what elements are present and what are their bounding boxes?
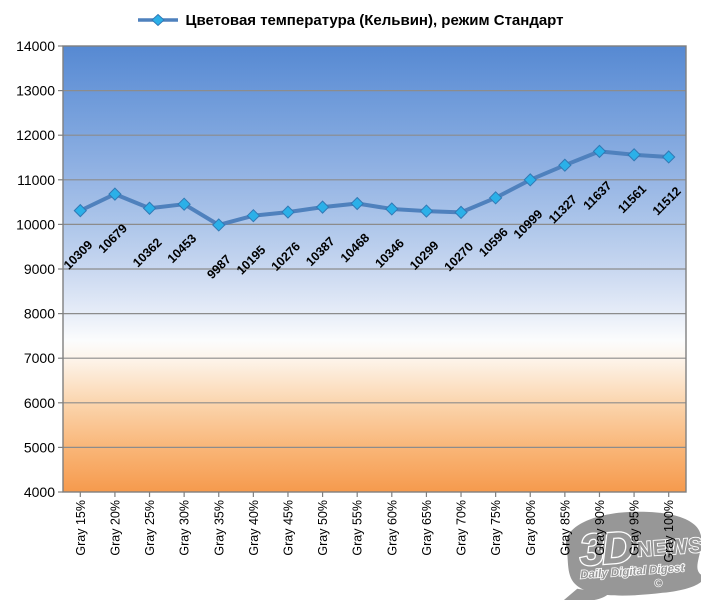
data-point-marker bbox=[488, 191, 503, 205]
data-point-marker bbox=[592, 144, 607, 159]
x-axis-label: Gray 15% bbox=[74, 500, 88, 556]
x-axis-label: Gray 20% bbox=[108, 500, 122, 556]
x-axis-label: Gray 65% bbox=[420, 500, 434, 556]
x-axis-label: Gray 25% bbox=[143, 500, 157, 556]
y-axis-label: 4000 bbox=[24, 484, 55, 500]
data-point-marker bbox=[142, 201, 157, 215]
y-axis-label: 8000 bbox=[24, 306, 55, 322]
x-axis-label: Gray 80% bbox=[524, 500, 538, 556]
x-axis-label: Gray 30% bbox=[178, 500, 192, 556]
legend-line-marker-icon bbox=[138, 13, 179, 27]
data-point-marker bbox=[627, 148, 641, 162]
watermark-brush-tail bbox=[563, 588, 609, 600]
x-axis-label: Gray 95% bbox=[628, 500, 642, 556]
y-axis-label: 5000 bbox=[24, 439, 55, 455]
x-axis-label: Gray 40% bbox=[247, 500, 261, 556]
x-axis-label: Gray 75% bbox=[489, 500, 503, 556]
data-point-marker bbox=[385, 202, 399, 216]
data-point-marker bbox=[281, 205, 295, 219]
legend-series-label: Цветовая температура (Кельвин), режим Ст… bbox=[185, 11, 564, 29]
data-point-marker bbox=[454, 205, 468, 220]
x-axis-label: Gray 100% bbox=[662, 500, 676, 563]
data-point-marker bbox=[350, 196, 364, 211]
x-axis-label: Gray 70% bbox=[455, 500, 469, 556]
y-axis-label: 14000 bbox=[16, 38, 55, 54]
chart-legend: Цветовая температура (Кельвин), режим Ст… bbox=[0, 8, 701, 32]
x-axis-label: Gray 90% bbox=[593, 500, 607, 556]
watermark-3d-text: 3D bbox=[578, 523, 635, 576]
x-axis-label: Gray 45% bbox=[281, 500, 295, 556]
data-point-marker bbox=[212, 218, 226, 232]
data-point-marker bbox=[419, 204, 434, 218]
watermark-copyright: © bbox=[654, 576, 664, 591]
y-axis-label: 11000 bbox=[17, 172, 55, 188]
x-axis-label: Gray 55% bbox=[351, 500, 365, 556]
data-point-marker bbox=[523, 173, 537, 187]
x-axis-label: Gray 50% bbox=[316, 500, 330, 556]
data-point-marker bbox=[73, 203, 88, 218]
data-point-marker bbox=[315, 200, 330, 214]
data-point-marker bbox=[661, 150, 676, 164]
x-axis-label: Gray 60% bbox=[385, 500, 399, 556]
watermark-brush-shape bbox=[566, 511, 701, 596]
x-axis-label: Gray 85% bbox=[558, 500, 572, 556]
x-axis-label: Gray 35% bbox=[212, 500, 226, 556]
y-axis-label: 13000 bbox=[16, 83, 55, 99]
data-point-marker bbox=[558, 158, 572, 172]
data-point-marker bbox=[246, 208, 261, 223]
y-axis-label: 10000 bbox=[16, 216, 55, 232]
y-axis-label: 6000 bbox=[24, 395, 55, 411]
data-point-marker bbox=[108, 187, 122, 201]
y-axis-label: 9000 bbox=[24, 261, 55, 277]
y-axis-label: 12000 bbox=[16, 127, 55, 143]
watermark-news-text: NEWS bbox=[636, 534, 701, 562]
data-point-marker bbox=[177, 197, 191, 211]
y-axis-label: 7000 bbox=[24, 350, 55, 366]
